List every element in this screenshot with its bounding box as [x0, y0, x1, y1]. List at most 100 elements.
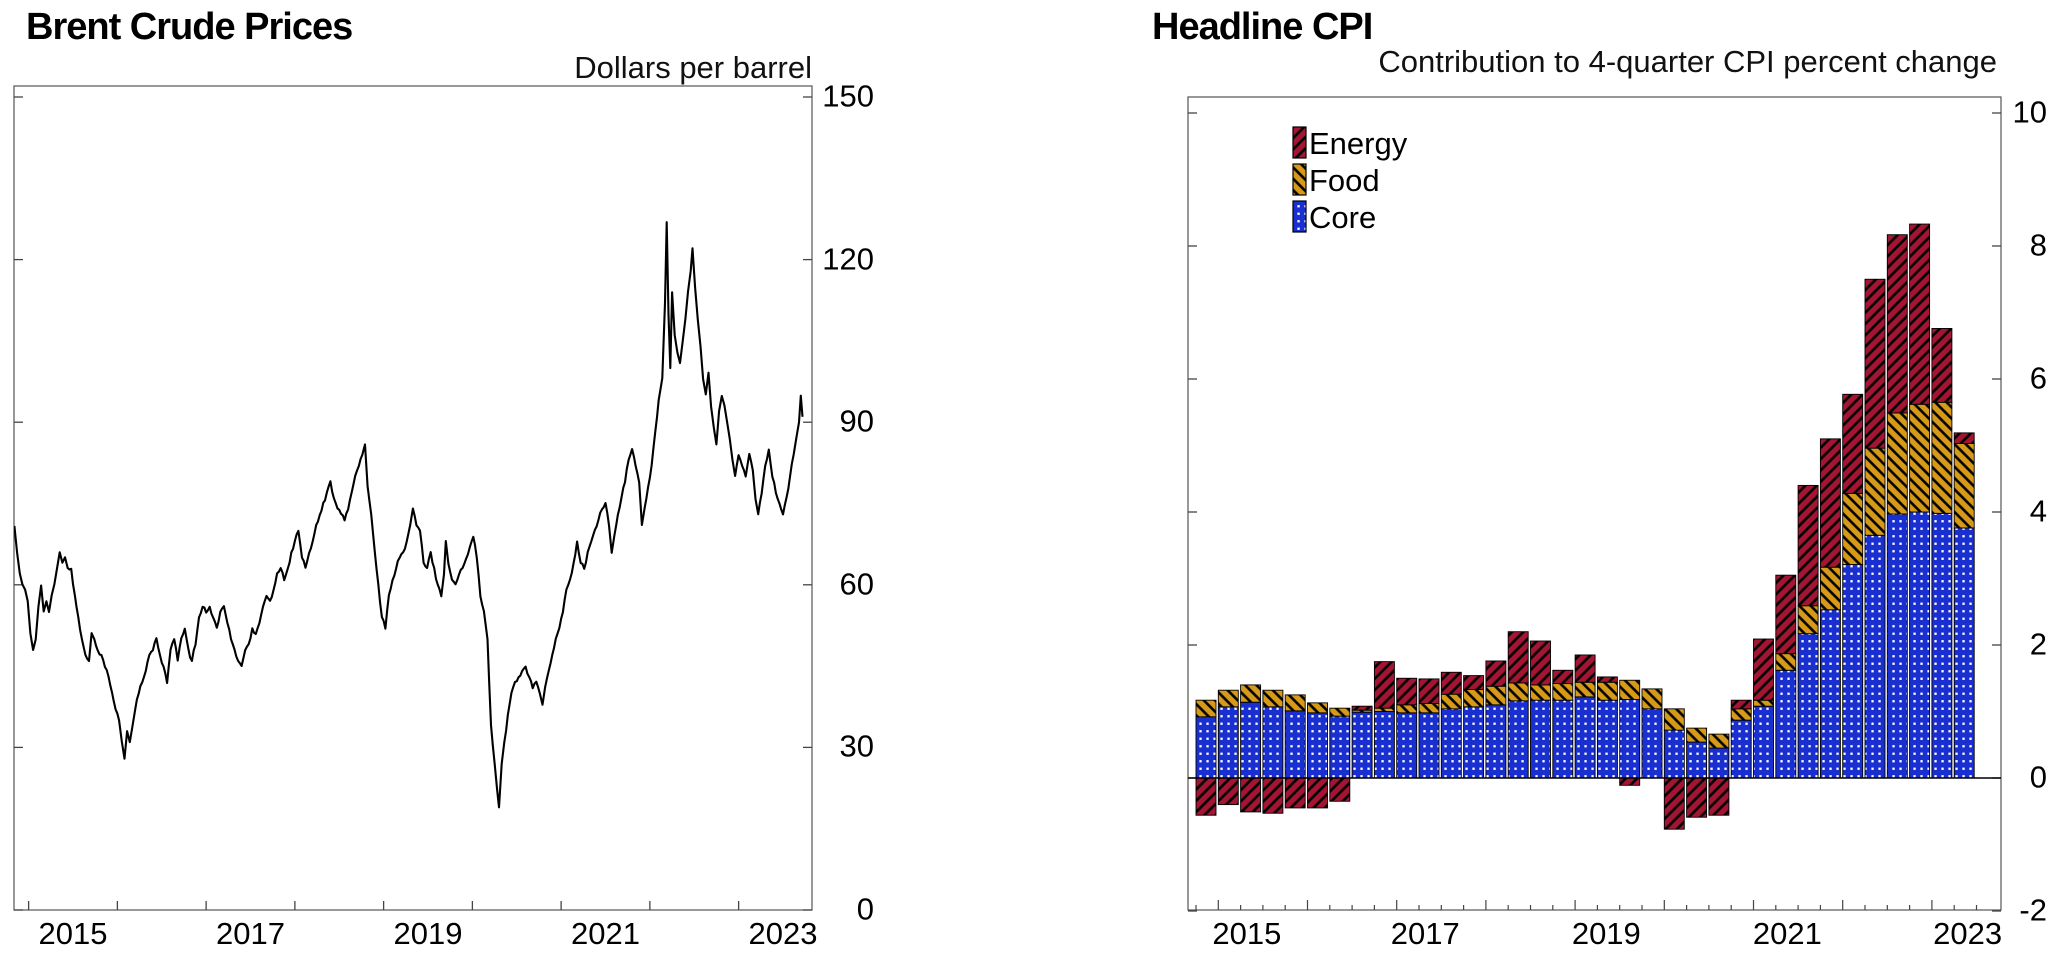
bar-segment-energy — [1886, 234, 1908, 414]
bar-segment-food — [1842, 492, 1864, 565]
bar-segment-energy — [1953, 432, 1975, 444]
chart-subtitle-brent: Dollars per barrel — [574, 50, 812, 85]
bar-segment-food — [1552, 683, 1574, 701]
bar-segment-energy — [1396, 677, 1418, 706]
bar-segment-core — [1329, 715, 1351, 779]
bar-2017Q1 — [1396, 677, 1418, 779]
bar-segment-energy — [1485, 660, 1507, 687]
bar-segment-core — [1596, 699, 1618, 779]
bar-segment-food — [1262, 689, 1284, 708]
cpi-plot-frame — [1187, 96, 2002, 911]
bar-segment-food — [1507, 682, 1529, 702]
bar-segment-core — [1530, 699, 1551, 779]
bar-2018Q1 — [1485, 660, 1507, 779]
bar-segment-energy — [1797, 484, 1819, 607]
bar-2017Q2 — [1418, 678, 1440, 779]
bar-2015Q4 — [1284, 694, 1306, 809]
bar-segment-core — [1775, 669, 1797, 779]
cpi-x-label-2023: 2023 — [1933, 916, 2003, 951]
bar-2017Q3 — [1440, 671, 1462, 779]
bar-segment-energy — [1686, 777, 1708, 818]
bar-segment-food — [1463, 689, 1485, 708]
bar-2018Q4 — [1552, 669, 1574, 779]
bar-segment-food — [1931, 401, 1953, 514]
bar-segment-food — [1530, 684, 1551, 701]
bar-segment-core — [1463, 706, 1485, 779]
bar-2015Q1 — [1217, 689, 1239, 806]
brent-y-tick-label-0: 0 — [856, 891, 874, 927]
bar-segment-food — [1217, 689, 1239, 708]
bar-segment-energy — [1574, 654, 1596, 683]
bar-segment-core — [1842, 564, 1864, 779]
bar-segment-energy — [1195, 777, 1217, 816]
bar-segment-core — [1396, 712, 1418, 779]
bar-2015Q3 — [1262, 689, 1284, 814]
bar-segment-energy — [1864, 278, 1886, 449]
brent-plot-frame — [13, 85, 813, 911]
bar-2022Q4 — [1909, 223, 1931, 779]
bar-segment-core — [1864, 534, 1886, 779]
bar-segment-food — [1619, 679, 1641, 700]
bar-segment-energy — [1262, 777, 1284, 814]
bar-segment-energy — [1530, 640, 1551, 686]
bar-segment-energy — [1284, 777, 1306, 809]
brent-y-tick-label-60: 60 — [839, 566, 874, 602]
legend-label-energy: Energy — [1309, 126, 1408, 161]
bar-2020Q4 — [1730, 699, 1752, 779]
bar-segment-core — [1485, 704, 1507, 779]
bar-segment-food — [1730, 708, 1752, 721]
bar-segment-energy — [1663, 777, 1685, 830]
bar-segment-core — [1240, 701, 1262, 779]
bar-segment-core — [1708, 747, 1730, 779]
bar-segment-energy — [1596, 676, 1618, 683]
brent-y-tick-label-30: 30 — [839, 728, 874, 764]
bar-2022Q1 — [1842, 393, 1864, 779]
bar-segment-core — [1931, 512, 1953, 779]
bar-2021Q2 — [1775, 574, 1797, 779]
bar-segment-core — [1686, 741, 1708, 779]
brent-x-label-2021: 2021 — [571, 916, 640, 951]
bar-2023Q2 — [1953, 432, 1975, 779]
bar-2021Q1 — [1753, 638, 1774, 779]
brent-x-label-2019: 2019 — [393, 916, 463, 951]
bar-segment-energy — [1307, 777, 1328, 809]
bar-2015Q2 — [1240, 684, 1262, 813]
bar-segment-core — [1753, 705, 1774, 779]
bar-segment-core — [1886, 513, 1908, 779]
bar-segment-food — [1909, 403, 1931, 513]
bar-segment-energy — [1909, 223, 1931, 405]
bar-segment-food — [1396, 704, 1418, 714]
bar-2020Q3 — [1708, 733, 1730, 816]
bar-segment-food — [1373, 707, 1395, 712]
bar-segment-core — [1619, 699, 1641, 779]
chart-title-cpi: Headline CPI — [1152, 6, 1373, 48]
bar-segment-energy — [1463, 675, 1485, 691]
bar-segment-food — [1663, 708, 1685, 731]
bar-segment-core — [1507, 700, 1529, 779]
cpi-y-tick-label-0: 0 — [2029, 759, 2047, 795]
bar-segment-energy — [1552, 669, 1574, 685]
bar-segment-core — [1262, 706, 1284, 779]
bar-segment-energy — [1440, 671, 1462, 695]
bar-2019Q2 — [1596, 676, 1618, 779]
cpi-y-tick-label-8: 8 — [2029, 227, 2047, 263]
chart-subtitle-cpi: Contribution to 4-quarter CPI percent ch… — [1378, 44, 1997, 79]
bar-segment-core — [1663, 729, 1685, 779]
bar-segment-core — [1351, 711, 1373, 779]
brent-y-tick-label-150: 150 — [822, 78, 874, 114]
brent-y-tick-label-90: 90 — [839, 403, 874, 439]
cpi-y-tick-label-4: 4 — [2029, 493, 2047, 529]
cpi-x-label-2021: 2021 — [1752, 916, 1822, 951]
bar-segment-food — [1953, 443, 1975, 529]
bar-segment-food — [1864, 447, 1886, 536]
bar-segment-energy — [1819, 438, 1841, 568]
cpi-y-tick-label-2: 2 — [2029, 626, 2047, 662]
bar-2020Q1 — [1663, 708, 1685, 830]
bar-segment-energy — [1931, 328, 1953, 403]
bar-segment-food — [1240, 684, 1262, 703]
legend-label-food: Food — [1309, 163, 1380, 198]
cpi-x-label-2015: 2015 — [1212, 916, 1282, 951]
bar-2014Q4 — [1195, 699, 1217, 816]
